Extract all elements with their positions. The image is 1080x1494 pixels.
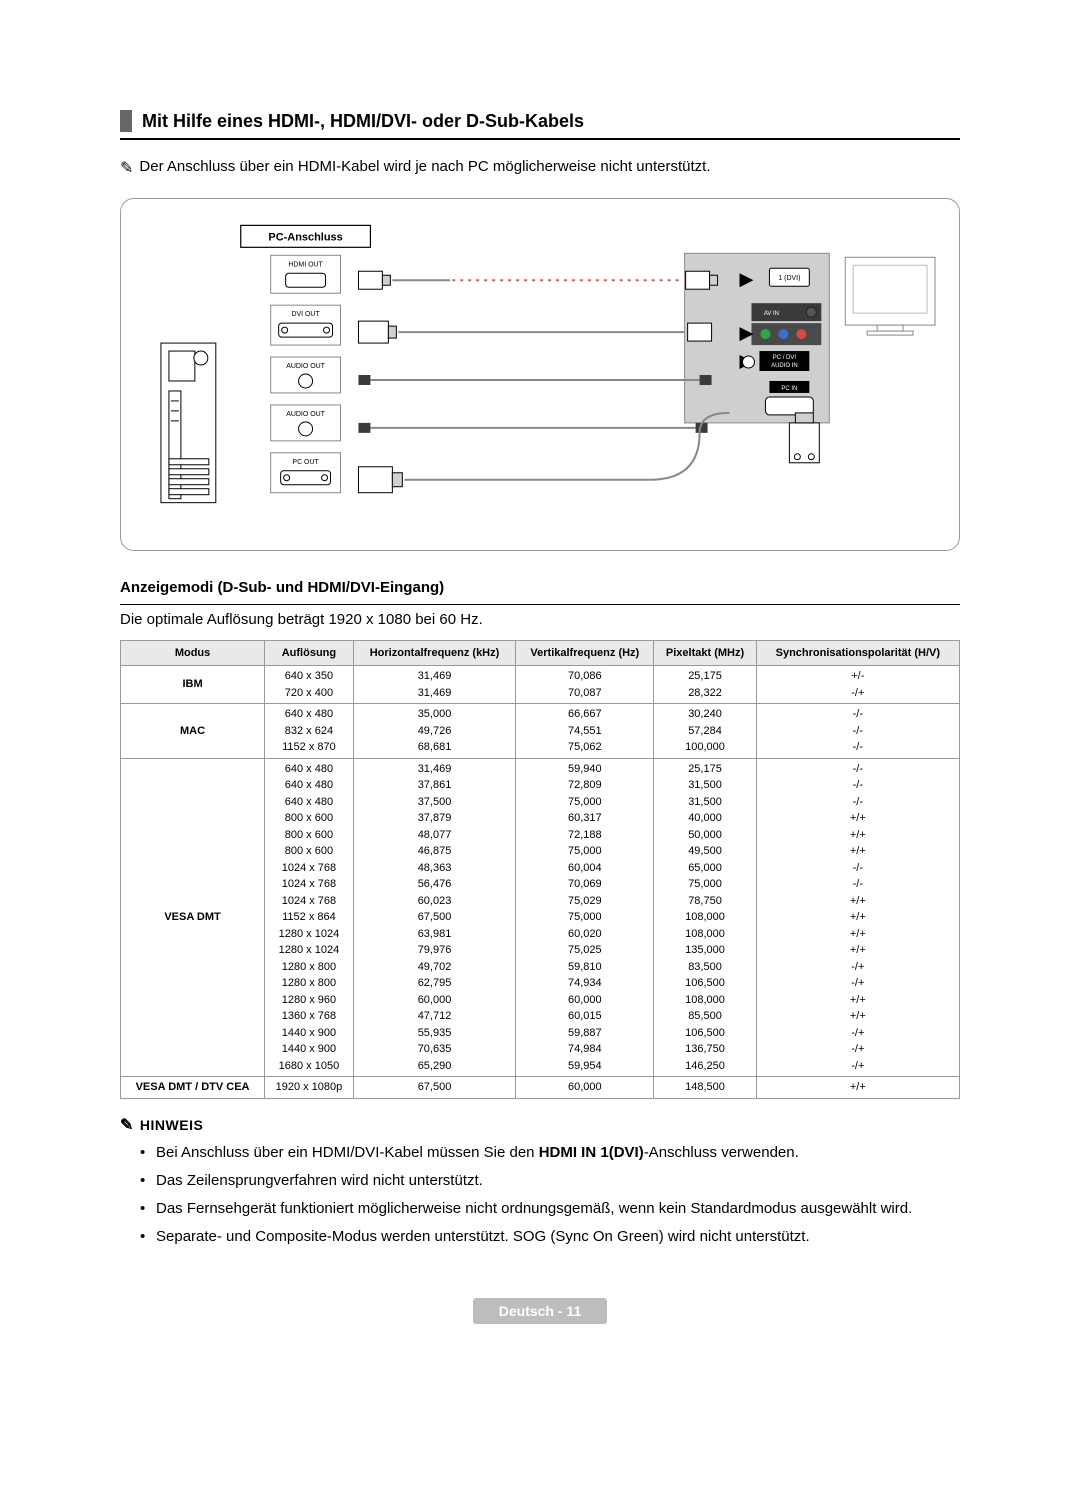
note-icon [120,158,133,178]
vga-cable [358,413,819,493]
connection-diagram: PC-Anschluss HDMI OUT DVI OUT [120,198,960,551]
col-aufloesung: Auflösung [265,641,354,666]
col-modus: Modus [121,641,265,666]
note-line: Der Anschluss über ein HDMI-Kabel wird j… [120,158,960,178]
svg-text:AUDIO OUT: AUDIO OUT [286,363,325,370]
hinweis-item: Das Fernsehgerät funktioniert möglicherw… [140,1199,960,1219]
data-cell: 35,00049,72668,681 [353,704,515,759]
hdmi-cable [358,271,753,289]
data-cell: 148,500 [654,1077,756,1099]
data-cell: 31,46937,86137,50037,87948,07746,87548,3… [353,758,515,1077]
mode-cell: IBM [121,666,265,704]
display-modes-heading: Anzeigemodi (D-Sub- und HDMI/DVI-Eingang… [120,579,960,596]
col-vfreq: Vertikalfrequenz (Hz) [516,641,654,666]
svg-text:PC / DVI: PC / DVI [773,355,797,361]
table-row: VESA DMT640 x 480640 x 480640 x 480800 x… [121,758,960,1077]
data-cell: 67,500 [353,1077,515,1099]
data-cell: 59,94072,80975,00060,31772,18875,00060,0… [516,758,654,1077]
pc-ports: HDMI OUT DVI OUT AUDIO OUT AUDIO OUT PC … [271,255,341,492]
monitor-icon [845,257,935,335]
hinweis-label: HINWEIS [120,1115,960,1135]
data-cell: +/+ [756,1077,959,1099]
section-title: Mit Hilfe eines HDMI-, HDMI/DVI- oder D-… [142,111,584,132]
data-cell: 640 x 480640 x 480640 x 480800 x 600800 … [265,758,354,1077]
data-cell: 640 x 480832 x 6241152 x 870 [265,704,354,759]
svg-text:DVI OUT: DVI OUT [291,311,320,318]
page-number-badge: Deutsch - 11 [473,1298,607,1324]
mode-cell: VESA DMT [121,758,265,1077]
section-header: Mit Hilfe eines HDMI-, HDMI/DVI- oder D-… [120,110,960,140]
svg-text:PC IN: PC IN [781,386,797,392]
data-cell: +/--/+ [756,666,959,704]
svg-text:HDMI OUT: HDMI OUT [288,261,323,268]
data-cell: 640 x 350720 x 400 [265,666,354,704]
hinweis-item: Das Zeilensprungverfahren wird nicht unt… [140,1171,960,1191]
dvi-hdmi-cable [358,321,753,343]
table-row: MAC640 x 480832 x 6241152 x 87035,00049,… [121,704,960,759]
col-pixeltakt: Pixeltakt (MHz) [654,641,756,666]
note-text: Der Anschluss über ein HDMI-Kabel wird j… [139,158,710,175]
hinweis-label-text: HINWEIS [140,1117,203,1133]
col-syncpol: Synchronisationspolarität (H/V) [756,641,959,666]
svg-text:AUDIO OUT: AUDIO OUT [286,411,325,418]
diagram-svg: PC-Anschluss HDMI OUT DVI OUT [141,223,939,523]
svg-text:AV IN: AV IN [764,311,779,317]
display-modes-table: Modus Auflösung Horizontalfrequenz (kHz)… [120,640,960,1099]
note-icon [120,1115,134,1135]
accent-bar [120,110,132,132]
data-cell: 1920 x 1080p [265,1077,354,1099]
mode-cell: VESA DMT / DTV CEA [121,1077,265,1099]
data-cell: 25,17528,322 [654,666,756,704]
pc-tower-icon [161,343,216,503]
hinweis-item: Separate- und Composite-Modus werden unt… [140,1227,960,1247]
table-row: IBM640 x 350720 x 40031,46931,46970,0867… [121,666,960,704]
svg-text:PC OUT: PC OUT [292,459,319,466]
page-footer: Deutsch - 11 [120,1298,960,1324]
data-cell: 60,000 [516,1077,654,1099]
data-cell: 25,17531,50031,50040,00050,00049,50065,0… [654,758,756,1077]
data-cell: -/--/--/-+/++/++/+-/--/-+/++/++/++/+-/+-… [756,758,959,1077]
data-cell: 70,08670,087 [516,666,654,704]
table-row: VESA DMT / DTV CEA1920 x 1080p67,50060,0… [121,1077,960,1099]
svg-text:AUDIO IN: AUDIO IN [771,363,798,369]
data-cell: 30,24057,284100,000 [654,704,756,759]
svg-text:1 (DVI): 1 (DVI) [778,275,800,282]
data-cell: -/--/--/- [756,704,959,759]
hinweis-section: HINWEIS Bei Anschluss über ein HDMI/DVI-… [120,1115,960,1248]
data-cell: 66,66774,55175,062 [516,704,654,759]
pc-anschluss-label: PC-Anschluss [268,231,342,243]
mode-cell: MAC [121,704,265,759]
hinweis-item: Bei Anschluss über ein HDMI/DVI-Kabel mü… [140,1143,960,1163]
audio-cable-2 [358,423,707,433]
col-hfreq: Horizontalfrequenz (kHz) [353,641,515,666]
data-cell: 31,46931,469 [353,666,515,704]
display-modes-caption: Die optimale Auflösung beträgt 1920 x 10… [120,604,960,628]
